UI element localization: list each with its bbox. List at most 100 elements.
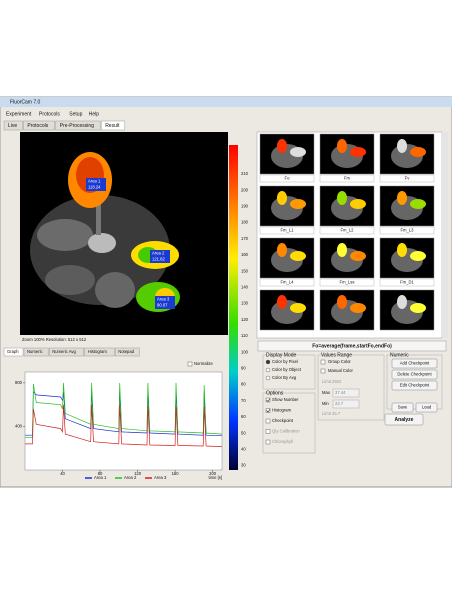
thumbnail-caption: Fm_L3 xyxy=(400,228,414,233)
colorbar-tick-label: 160 xyxy=(241,252,249,257)
checkbox[interactable] xyxy=(265,408,271,413)
formula-bar xyxy=(257,340,447,352)
thumbnail-caption: Fm_L2 xyxy=(340,228,354,233)
menu-item[interactable]: Experiment xyxy=(6,111,32,117)
radio-label[interactable]: Color By Avg xyxy=(272,375,297,380)
button-label[interactable]: Save xyxy=(398,405,408,410)
group-title: Values Range xyxy=(321,352,352,358)
group-box xyxy=(386,354,443,410)
area-value: 90.07 xyxy=(157,303,168,308)
thumbnail-leaf xyxy=(290,303,306,313)
normalize-checkbox[interactable] xyxy=(187,361,193,367)
thumbnail-leaf xyxy=(290,251,306,261)
tab[interactable] xyxy=(55,120,101,131)
area-label-box xyxy=(150,250,170,263)
thumbnail-leaf xyxy=(350,251,366,261)
area-value: 118.24 xyxy=(88,185,101,190)
tab[interactable] xyxy=(100,120,126,131)
x-tick-label: 200 xyxy=(209,471,217,476)
colorbar-tick-label: 120 xyxy=(241,317,249,322)
radio[interactable] xyxy=(265,375,271,381)
tab-label[interactable]: Live xyxy=(8,123,17,129)
group-title: Numeric xyxy=(390,352,409,358)
colorbar xyxy=(229,145,238,470)
radio-label[interactable]: Color by Pixel xyxy=(272,359,298,364)
tab-label[interactable]: Protocols xyxy=(27,123,48,129)
graph-tab-label[interactable]: Histogram xyxy=(88,349,108,354)
checkbox[interactable] xyxy=(265,429,271,434)
button[interactable] xyxy=(391,402,414,413)
menu-item[interactable]: Protocols xyxy=(39,111,60,117)
checkbox-label[interactable]: Manual Color xyxy=(328,368,354,373)
area-name: Area 3 xyxy=(157,297,170,302)
graph-tab[interactable] xyxy=(23,347,49,357)
checkbox[interactable] xyxy=(265,439,271,445)
checkbox-label[interactable]: Chlorophyll xyxy=(272,439,293,444)
graph-tab[interactable] xyxy=(48,347,85,357)
colorbar-tick-label: 110 xyxy=(241,333,248,338)
thumbnail-leaf xyxy=(397,295,407,309)
graph-tabs: Graph Numeric Numeric Avg Histogram Notepad xyxy=(3,347,140,357)
scrollbar[interactable] xyxy=(442,132,448,338)
analyze-label[interactable]: Analyze xyxy=(395,417,414,423)
checkbox-label[interactable]: Group Color xyxy=(328,359,351,364)
analyze-button[interactable] xyxy=(384,413,424,426)
legend-label: Area 3 xyxy=(154,475,167,480)
thumbnail-caption-box xyxy=(319,174,375,183)
checkbox[interactable] xyxy=(265,418,271,424)
radio-label[interactable]: Color by Object xyxy=(272,367,302,372)
graph-tab-label[interactable]: Graph xyxy=(7,349,19,354)
limit-label: Limit 25.7 xyxy=(322,411,341,416)
thumbnail-leaf xyxy=(410,303,426,313)
min-field[interactable] xyxy=(332,399,360,409)
tab-label[interactable]: Result xyxy=(105,123,120,129)
group-title: Display Mode xyxy=(266,352,297,358)
radio[interactable] xyxy=(265,367,271,373)
thumbnail-leaf xyxy=(277,295,287,309)
graph-tab-label[interactable]: Numeric xyxy=(27,349,43,354)
button[interactable] xyxy=(391,369,438,380)
button-label[interactable]: Delete Checkpoint xyxy=(397,372,432,377)
graph-tab[interactable] xyxy=(3,347,24,357)
radio[interactable] xyxy=(265,359,271,365)
checkbox[interactable] xyxy=(320,368,326,374)
button-label[interactable]: Edit Checkpoint xyxy=(400,383,430,388)
thumbnail-leaf xyxy=(337,243,347,257)
checkbox-label[interactable]: Histogram xyxy=(272,408,292,413)
menu-item[interactable]: Setup xyxy=(69,111,82,117)
button-label[interactable]: Add Checkpoint xyxy=(400,361,430,366)
max-field[interactable] xyxy=(332,388,360,398)
colorbar-tick-label: 70 xyxy=(241,398,246,403)
graph-tab-label[interactable]: Notepad xyxy=(118,349,135,354)
checkbox-label[interactable]: Qty Calibration xyxy=(272,429,300,434)
tab-label[interactable]: Pre-Processing xyxy=(60,123,94,129)
y-tick-label: 400 xyxy=(15,424,23,429)
graph-tab[interactable] xyxy=(84,347,115,357)
button[interactable] xyxy=(391,380,438,391)
checkbox-label[interactable]: Show Number xyxy=(272,397,299,402)
colorbar-ticks: 210 200 190 180 170 160 150 140 130 120 110 100 90 80… xyxy=(241,171,249,468)
thumbnail-caption: Fv xyxy=(405,176,411,181)
x-tick-label: 40 xyxy=(60,471,65,476)
checkbox[interactable] xyxy=(320,359,326,365)
max-value: 37.44 xyxy=(335,390,346,395)
colorbar-tick-label: 170 xyxy=(241,236,249,241)
checkbox[interactable] xyxy=(265,397,271,403)
title-bar xyxy=(0,97,452,107)
menu-item[interactable]: Help xyxy=(89,111,100,117)
thumbnail-caption-box xyxy=(259,278,315,287)
graph-tab-label[interactable]: Numeric Avg xyxy=(52,349,76,354)
checkbox-label[interactable]: Checkpoint xyxy=(272,418,294,423)
tab[interactable] xyxy=(23,120,56,131)
button-label[interactable]: Load xyxy=(422,405,432,410)
thumbnail-caption-box xyxy=(319,278,375,287)
y-tick-label: 800 xyxy=(15,380,23,385)
min-value: 22.7 xyxy=(335,401,344,406)
button[interactable] xyxy=(415,402,438,413)
button[interactable] xyxy=(391,358,438,369)
tab[interactable] xyxy=(3,120,23,131)
group-box xyxy=(262,354,316,390)
graph-tab[interactable] xyxy=(114,347,140,357)
thumbnail-leaf xyxy=(397,139,407,153)
